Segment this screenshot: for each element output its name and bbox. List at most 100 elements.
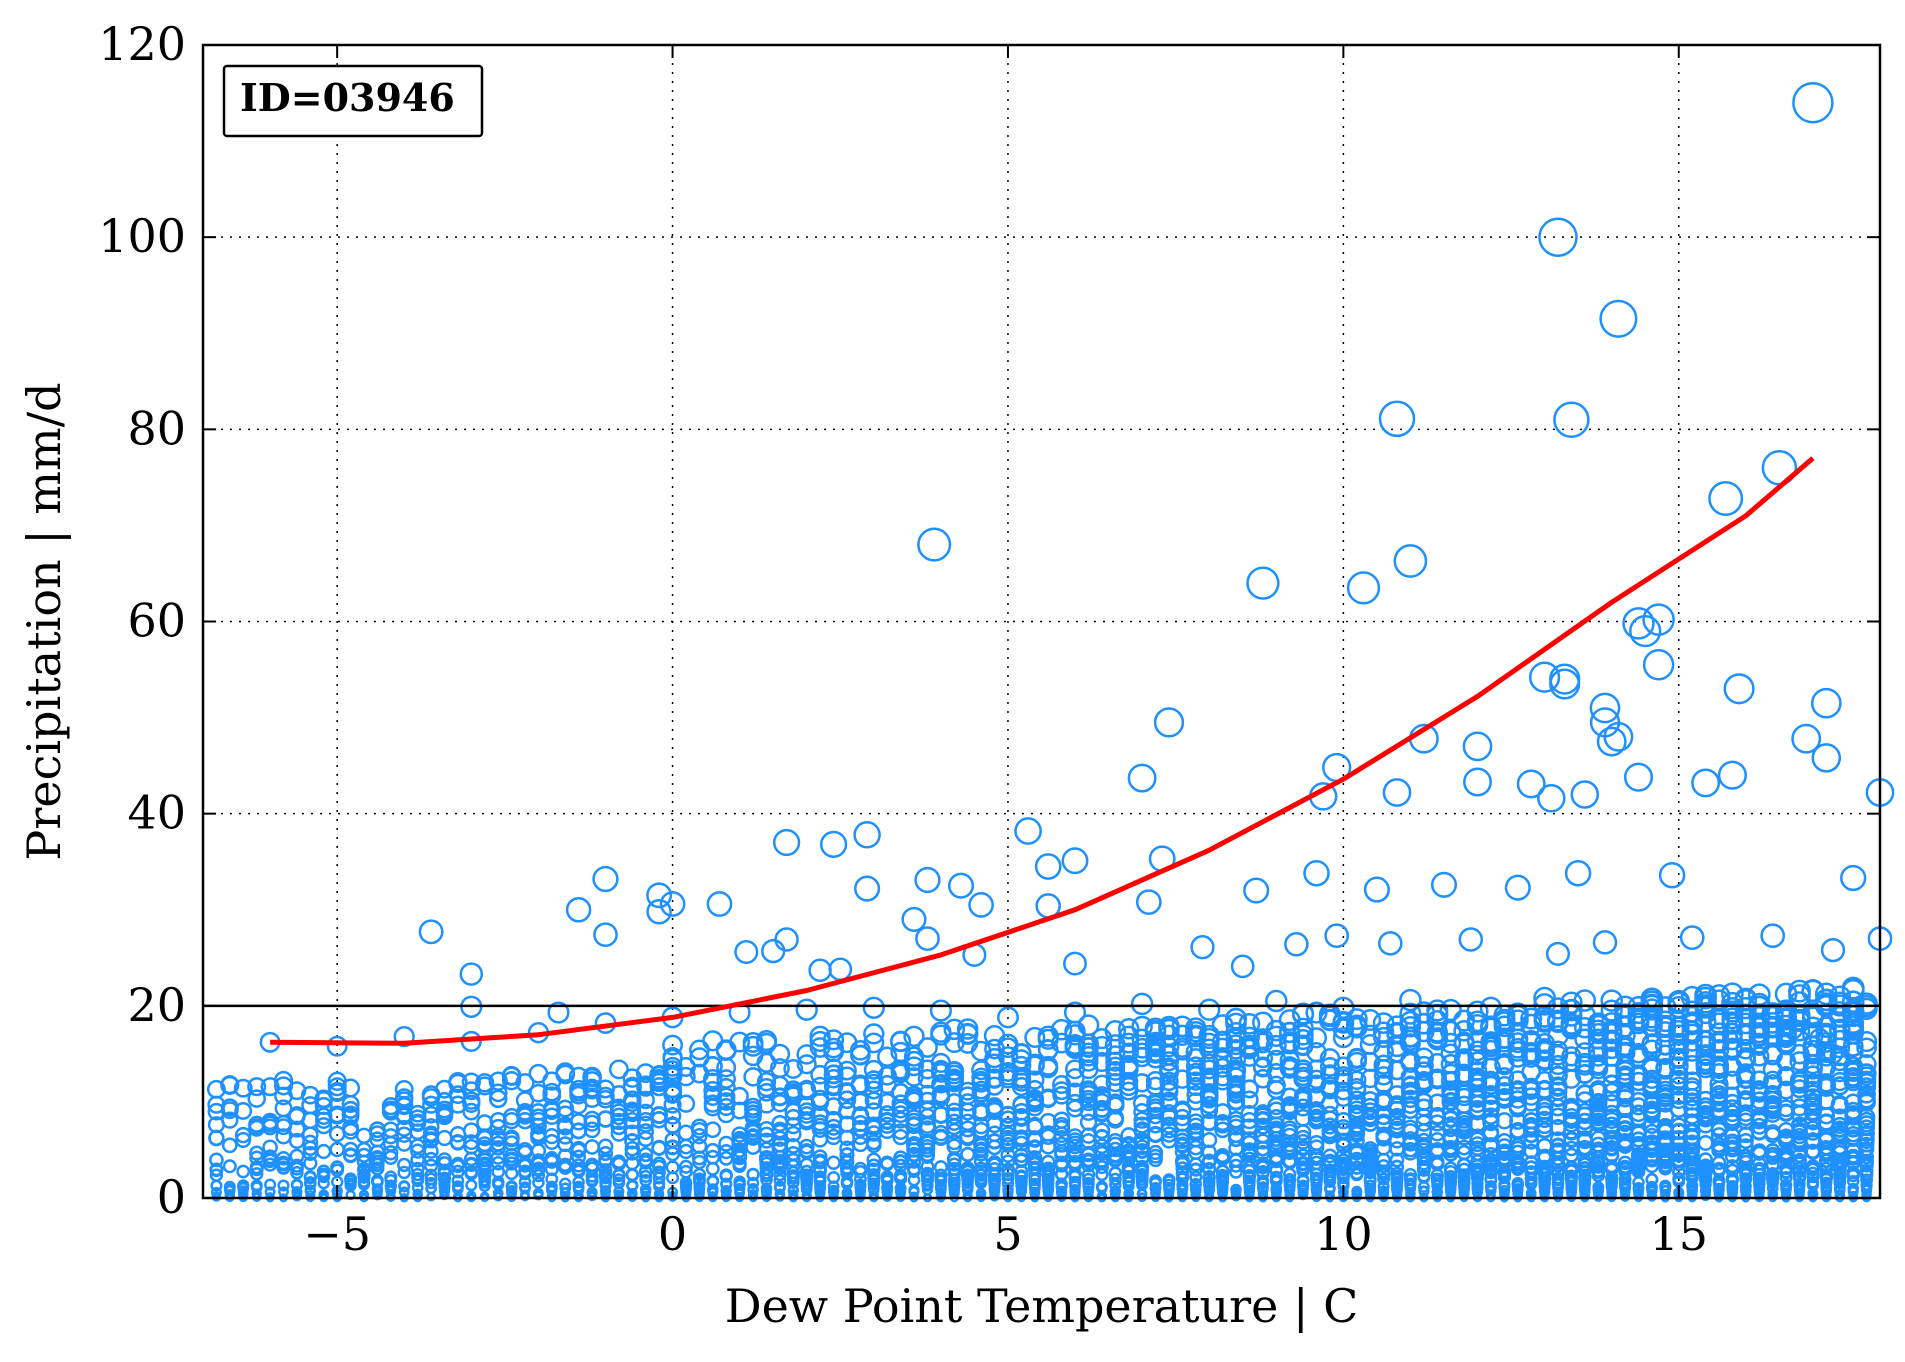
data-point: [1118, 1032, 1140, 1054]
data-point: [653, 1180, 666, 1193]
data-point: [943, 1018, 966, 1041]
data-point: [769, 1043, 791, 1065]
data-point: [757, 1095, 776, 1114]
data-point: [761, 938, 786, 964]
data-point: [640, 1191, 651, 1202]
data-point: [398, 1180, 411, 1193]
data-point: [1295, 1155, 1311, 1171]
data-point: [224, 1190, 235, 1201]
data-point: [1516, 769, 1546, 799]
data-point: [1721, 991, 1744, 1015]
data-point: [542, 1082, 562, 1102]
data-point: [1377, 1172, 1391, 1186]
data-point: [462, 1122, 480, 1140]
data-point: [1199, 1053, 1220, 1074]
data-point: [398, 1186, 410, 1198]
data-point: [1190, 1182, 1202, 1195]
data-point: [853, 821, 881, 849]
data-point: [436, 1129, 453, 1147]
data-point: [1646, 1185, 1658, 1197]
data-point: [1027, 1161, 1042, 1176]
data-point: [565, 897, 592, 923]
data-point: [558, 1157, 573, 1172]
data-point: [659, 891, 686, 917]
data-point: [341, 1101, 360, 1119]
data-point: [438, 1172, 451, 1186]
data-point: [1775, 1006, 1798, 1029]
data-point: [837, 1090, 857, 1109]
data-point: [478, 1168, 492, 1182]
data-point: [1413, 1047, 1435, 1068]
data-point: [1391, 1184, 1403, 1197]
data-point: [1548, 1066, 1568, 1086]
data-point: [1389, 1152, 1405, 1168]
data-point: [582, 1067, 602, 1088]
data-point: [1079, 1085, 1098, 1104]
data-point: [1001, 1171, 1015, 1185]
data-point: [1230, 1183, 1242, 1196]
x-tick-label: 10: [1314, 1207, 1373, 1261]
data-point: [303, 1156, 318, 1171]
data-point: [599, 1175, 612, 1189]
data-point: [1738, 1161, 1753, 1176]
data-point: [233, 1078, 253, 1098]
data-point: [931, 1084, 951, 1104]
data-point: [1135, 1169, 1149, 1184]
data-point: [1347, 1081, 1367, 1101]
data-point: [973, 1146, 989, 1162]
data-point: [864, 1070, 884, 1090]
data-point: [1846, 1165, 1860, 1180]
data-point: [1811, 743, 1842, 773]
data-point: [1336, 1153, 1351, 1169]
data-point: [209, 1163, 224, 1178]
data-point: [1671, 1164, 1686, 1179]
data-point: [289, 1148, 305, 1164]
data-point: [850, 1045, 871, 1066]
data-point: [1309, 1162, 1324, 1177]
data-point: [531, 1153, 546, 1168]
data-point: [974, 1161, 989, 1176]
data-point: [863, 1032, 885, 1054]
data-point: [1845, 1155, 1861, 1170]
data-point: [316, 1143, 332, 1160]
data-point: [1190, 935, 1215, 960]
data-point: [1105, 1072, 1125, 1093]
x-tick-label: −5: [303, 1207, 371, 1261]
data-point: [489, 1118, 507, 1136]
data-point: [1698, 1166, 1713, 1180]
data-point: [1378, 400, 1416, 438]
data-point: [1187, 1139, 1204, 1156]
data-point: [290, 1166, 304, 1180]
data-point: [1292, 1002, 1315, 1025]
data-point: [651, 1156, 667, 1171]
data-point: [1753, 1179, 1766, 1192]
data-point: [1641, 1015, 1663, 1038]
data-point: [1578, 1177, 1591, 1191]
data-point: [1430, 1172, 1444, 1186]
data-point: [1533, 986, 1556, 1010]
data-point: [1105, 1061, 1126, 1081]
data-point: [1600, 989, 1623, 1012]
data-point: [1539, 1186, 1551, 1198]
data-point: [1721, 982, 1744, 1006]
data-point: [235, 1131, 252, 1148]
data-point: [1457, 1162, 1472, 1177]
data-point: [1171, 1024, 1194, 1046]
data-point: [262, 1149, 278, 1165]
data-point: [665, 1160, 680, 1175]
data-point: [729, 1031, 751, 1053]
data-point: [1177, 1190, 1188, 1201]
data-point: [1349, 1160, 1364, 1175]
data-point: [1282, 1144, 1298, 1160]
data-point: [1034, 853, 1062, 880]
data-point: [477, 1160, 492, 1175]
data-point: [1200, 1096, 1219, 1115]
data-point: [772, 1149, 788, 1165]
data-point: [946, 1151, 962, 1166]
y-tick-label: 60: [127, 594, 186, 648]
data-point: [418, 919, 444, 945]
data-point: [795, 998, 818, 1021]
data-point: [612, 1168, 626, 1183]
data-point: [1470, 1154, 1485, 1169]
data-point: [893, 1154, 908, 1169]
